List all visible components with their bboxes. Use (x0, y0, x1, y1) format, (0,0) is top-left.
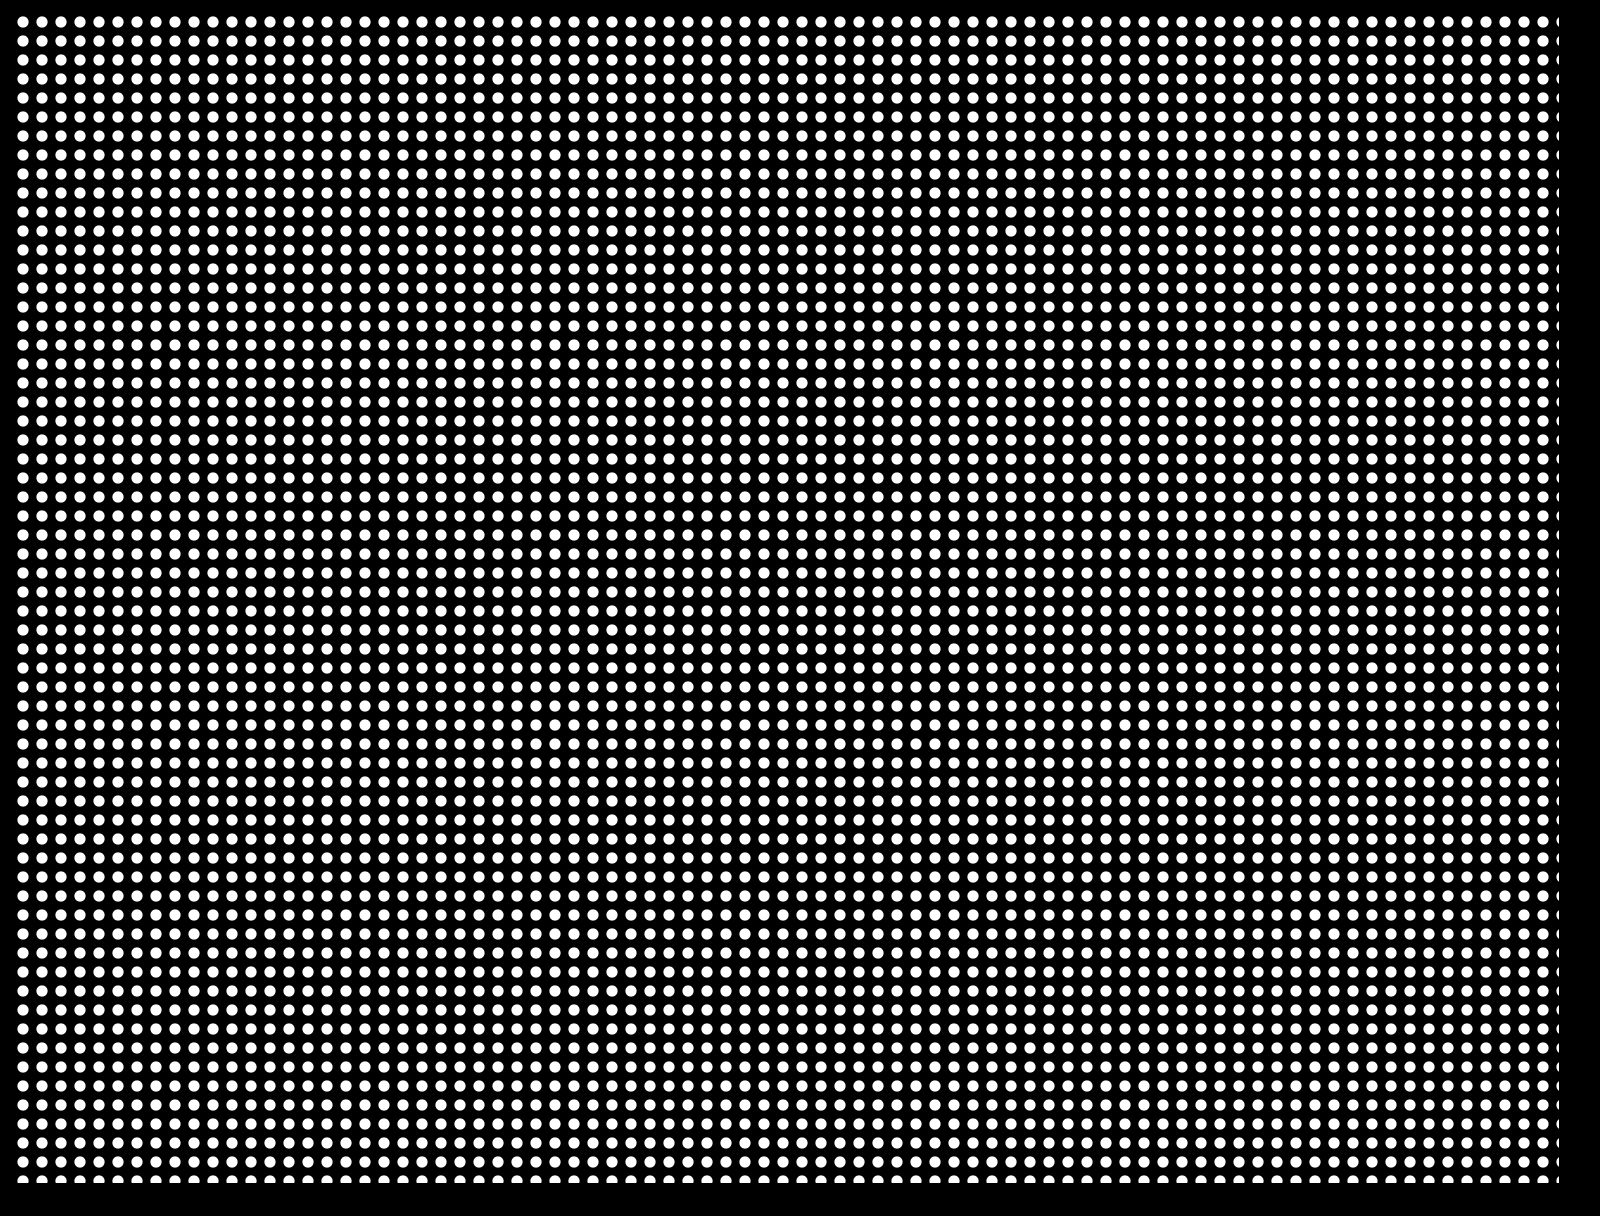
dot-field (14, 13, 1559, 1183)
